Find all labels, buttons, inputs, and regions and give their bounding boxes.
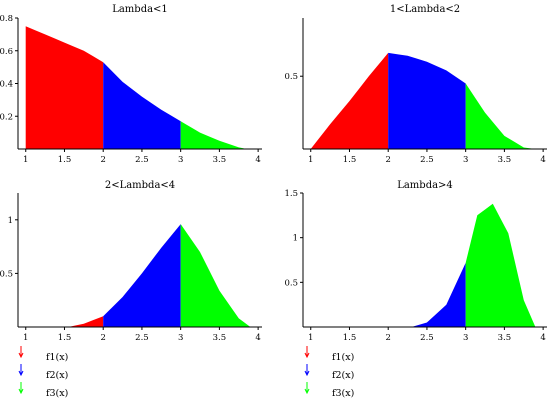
x-tick-label: 2.5 <box>135 333 149 343</box>
x-tick-label: 4 <box>540 333 545 343</box>
area-series-2 <box>103 224 181 327</box>
x-tick-label: 3 <box>178 155 183 165</box>
area-series-2 <box>388 52 466 149</box>
area-series-1 <box>68 316 104 327</box>
chart-panel-lambda-gt-4: Lambda>4 1 1.5 2 2.5 3 3.5 4 0.5 1 1.5 <box>284 180 547 343</box>
x-tick-label: 3.5 <box>498 333 512 343</box>
x-tick-label: 3.5 <box>498 155 512 165</box>
down-arrow-icon <box>18 370 24 377</box>
y-tick-label: 0.5 <box>284 72 298 82</box>
y-tick-label: 1 <box>8 216 13 226</box>
legend-label: f1(x) <box>46 352 68 363</box>
x-tick-label: 3 <box>463 155 468 165</box>
legend: f1(x) f2(x) f3(x) <box>18 346 68 399</box>
area-series-1 <box>310 52 389 149</box>
chart-panel-lambda-2-4: 2<Lambda<4 1 1.5 2 2.5 3 3.5 4 0.5 1 <box>0 180 262 343</box>
area-series-3 <box>465 83 536 149</box>
x-tick-label: 2.5 <box>420 333 434 343</box>
y-tick-label: 0.6 <box>0 47 13 57</box>
x-tick-label: 1.5 <box>58 155 72 165</box>
legend-label: f2(x) <box>332 370 354 381</box>
x-tick-label: 2 <box>100 155 105 165</box>
legend-label: f3(x) <box>46 388 68 399</box>
x-tick-label: 4 <box>255 155 260 165</box>
chart-title: 1<Lambda<2 <box>390 4 460 15</box>
x-tick-label: 3 <box>178 333 183 343</box>
down-arrow-icon <box>304 370 310 377</box>
chart-panel-lambda-1-2: 1<Lambda<2 1 1.5 2 2.5 3 3.5 4 0.5 <box>284 4 547 165</box>
down-arrow-icon <box>18 352 24 359</box>
down-arrow-icon <box>304 388 310 395</box>
x-tick-label: 2 <box>385 333 390 343</box>
legend: f1(x) f2(x) f3(x) <box>304 346 354 399</box>
legend-label: f3(x) <box>332 388 354 399</box>
chart-title: 2<Lambda<4 <box>105 180 175 191</box>
x-tick-label: 4 <box>255 333 260 343</box>
x-tick-label: 1 <box>23 333 28 343</box>
y-tick-label: 0.8 <box>0 14 13 24</box>
chart-title: Lambda>4 <box>397 180 453 191</box>
down-arrow-icon <box>18 388 24 395</box>
legend-label: f2(x) <box>46 370 68 381</box>
area-series-1 <box>411 262 466 327</box>
x-tick-label: 3.5 <box>213 333 227 343</box>
x-tick-label: 3 <box>463 333 468 343</box>
x-tick-label: 1.5 <box>343 155 357 165</box>
down-arrow-icon <box>304 352 310 359</box>
area-series-2 <box>103 62 181 150</box>
y-tick-label: 0.5 <box>0 269 13 279</box>
y-tick-label: 1 <box>293 234 298 244</box>
x-tick-label: 2 <box>100 333 105 343</box>
x-tick-label: 2 <box>385 155 390 165</box>
chart-title: Lambda<1 <box>112 4 168 15</box>
x-tick-label: 3.5 <box>213 155 227 165</box>
y-tick-label: 0.5 <box>284 278 298 288</box>
y-tick-label: 1.5 <box>284 189 298 199</box>
y-tick-label: 0.2 <box>0 112 13 122</box>
x-tick-label: 1 <box>23 155 28 165</box>
y-tick-label: 0.4 <box>0 80 13 90</box>
x-tick-label: 2.5 <box>135 155 149 165</box>
x-tick-label: 1.5 <box>58 333 72 343</box>
chart-panel-lambda-lt-1: Lambda<1 1 1.5 2 2.5 3 3.5 4 0.2 0.4 0.6 0.8 <box>0 4 262 165</box>
area-series-3 <box>180 224 251 327</box>
area-series-3 <box>180 121 247 149</box>
x-tick-label: 1 <box>308 155 313 165</box>
x-tick-label: 4 <box>540 155 545 165</box>
area-series-1 <box>25 26 104 150</box>
x-tick-label: 1 <box>308 333 313 343</box>
legend-label: f1(x) <box>332 352 354 363</box>
x-tick-label: 2.5 <box>420 155 434 165</box>
area-series-2 <box>465 203 536 327</box>
x-tick-label: 1.5 <box>343 333 357 343</box>
